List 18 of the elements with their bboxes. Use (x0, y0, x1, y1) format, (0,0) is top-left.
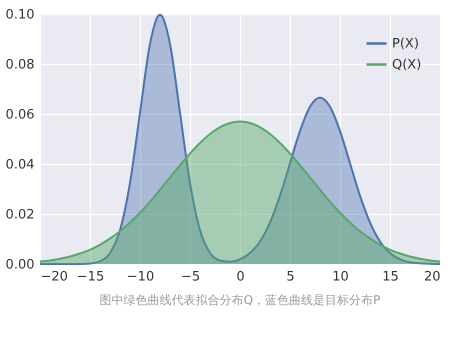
y-tick-label: 0.04 (6, 158, 34, 172)
x-tick-label: −10 (126, 270, 154, 284)
x-tick-label: −5 (180, 270, 200, 284)
y-tick-label: 0.06 (6, 108, 34, 122)
y-tick-label: 0.00 (6, 258, 34, 272)
legend-label: P(X) (392, 36, 419, 52)
y-tick-label: 0.08 (6, 58, 34, 72)
x-tick-label: 0 (236, 270, 245, 284)
x-tick-label: −15 (76, 270, 104, 284)
y-tick-label: 0.10 (6, 8, 34, 22)
x-tick-label: 10 (332, 270, 349, 284)
y-tick-label: 0.02 (6, 208, 34, 222)
x-tick-label: 5 (286, 270, 295, 284)
text: 图中绿色曲线代表拟合分布Q，蓝色曲线是目标分布P (100, 293, 380, 307)
x-tick-label: 20 (424, 270, 440, 284)
x-tick-label: 15 (382, 270, 399, 284)
x-tick-label: −20 (40, 270, 68, 284)
legend-label: Q(X) (392, 58, 422, 72)
